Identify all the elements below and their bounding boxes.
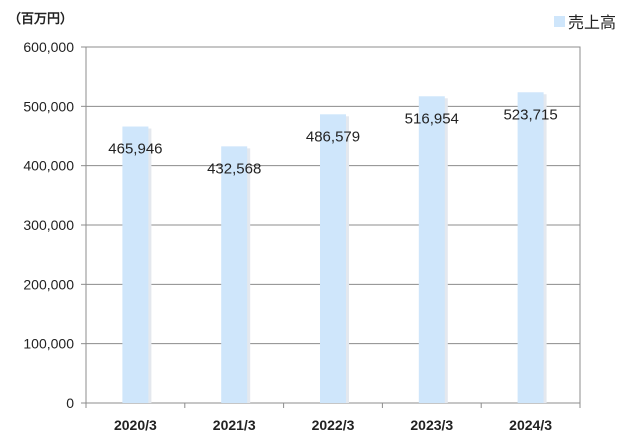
bar <box>517 92 544 403</box>
x-tick-label: 2020/3 <box>114 417 157 433</box>
x-tick-label: 2024/3 <box>509 417 552 433</box>
bar <box>122 126 149 404</box>
data-label: 516,954 <box>405 110 459 127</box>
bar <box>221 146 248 403</box>
x-tick-label: 2022/3 <box>312 417 355 433</box>
y-tick-label: 200,000 <box>23 276 74 292</box>
data-label: 523,715 <box>503 106 557 123</box>
data-label: 486,579 <box>306 128 360 145</box>
legend-label: 売上高 <box>568 15 617 32</box>
x-tick-label: 2023/3 <box>410 417 453 433</box>
data-label: 465,946 <box>108 141 162 158</box>
x-tick-label: 2021/3 <box>213 417 256 433</box>
y-tick-label: 600,000 <box>23 39 74 55</box>
unit-label: （百万円） <box>8 11 74 26</box>
y-tick-label: 500,000 <box>23 98 74 114</box>
data-label: 432,568 <box>207 160 261 177</box>
y-tick-label: 0 <box>66 395 74 411</box>
bar <box>418 96 445 403</box>
y-tick-label: 100,000 <box>23 336 74 352</box>
bar <box>320 114 346 404</box>
legend: 売上高 <box>554 9 616 33</box>
y-tick-label: 400,000 <box>23 158 74 174</box>
y-tick-label: 300,000 <box>23 217 74 233</box>
legend-swatch <box>554 15 565 27</box>
